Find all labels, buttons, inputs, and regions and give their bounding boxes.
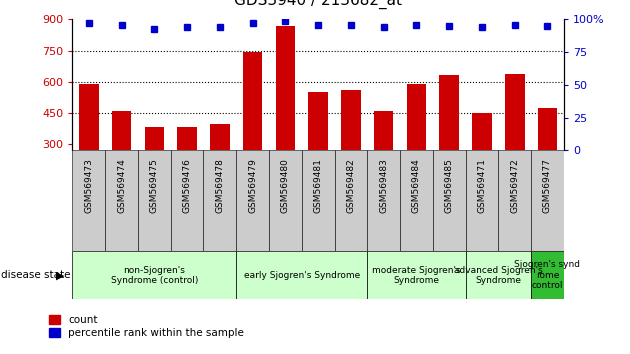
Bar — [79, 84, 99, 207]
Bar — [472, 113, 492, 207]
Bar — [531, 251, 564, 299]
Bar — [236, 251, 367, 299]
Bar — [138, 150, 171, 251]
Bar — [406, 84, 427, 207]
Bar — [335, 150, 367, 251]
Text: GSM569484: GSM569484 — [412, 159, 421, 213]
Text: GSM569472: GSM569472 — [510, 159, 519, 213]
Bar — [374, 112, 394, 207]
Bar — [400, 150, 433, 251]
Bar — [367, 251, 466, 299]
Text: GSM569477: GSM569477 — [543, 159, 552, 213]
Bar — [243, 52, 263, 207]
Text: GSM569471: GSM569471 — [478, 159, 486, 213]
Text: GSM569485: GSM569485 — [445, 159, 454, 213]
Bar — [367, 150, 400, 251]
Bar — [308, 92, 328, 207]
Text: GSM569478: GSM569478 — [215, 159, 224, 213]
Bar — [236, 150, 269, 251]
Bar — [144, 126, 164, 207]
Bar — [537, 108, 558, 207]
Text: moderate Sjogren's
Syndrome: moderate Sjogren's Syndrome — [372, 266, 461, 285]
Bar — [72, 150, 105, 251]
Text: early Sjogren's Syndrome: early Sjogren's Syndrome — [244, 271, 360, 280]
Bar — [531, 150, 564, 251]
Text: GDS3940 / 213682_at: GDS3940 / 213682_at — [234, 0, 402, 9]
Text: Sjogren's synd
rome
control: Sjogren's synd rome control — [515, 260, 580, 290]
Bar — [498, 150, 531, 251]
Bar — [112, 110, 132, 207]
Bar — [210, 124, 230, 207]
Bar — [72, 251, 236, 299]
Text: GSM569475: GSM569475 — [150, 159, 159, 213]
Text: GSM569481: GSM569481 — [314, 159, 323, 213]
Text: GSM569483: GSM569483 — [379, 159, 388, 213]
Bar — [341, 90, 361, 207]
Text: GSM569480: GSM569480 — [281, 159, 290, 213]
Bar — [466, 150, 498, 251]
Bar — [433, 150, 466, 251]
Bar — [505, 74, 525, 207]
Bar — [302, 150, 335, 251]
Bar — [171, 150, 203, 251]
Text: disease state: disease state — [1, 270, 71, 280]
Bar — [275, 26, 295, 207]
Text: GSM569482: GSM569482 — [346, 159, 355, 213]
Text: ▶: ▶ — [55, 270, 64, 280]
Text: GSM569473: GSM569473 — [84, 159, 93, 213]
Bar — [466, 251, 531, 299]
Bar — [439, 75, 459, 207]
Text: GSM569474: GSM569474 — [117, 159, 126, 213]
Bar — [269, 150, 302, 251]
Text: advanced Sjogren's
Syndrome: advanced Sjogren's Syndrome — [454, 266, 542, 285]
Legend: count, percentile rank within the sample: count, percentile rank within the sample — [49, 315, 244, 338]
Text: non-Sjogren's
Syndrome (control): non-Sjogren's Syndrome (control) — [111, 266, 198, 285]
Text: GSM569479: GSM569479 — [248, 159, 257, 213]
Bar — [203, 150, 236, 251]
Bar — [105, 150, 138, 251]
Text: GSM569476: GSM569476 — [183, 159, 192, 213]
Bar — [177, 126, 197, 207]
